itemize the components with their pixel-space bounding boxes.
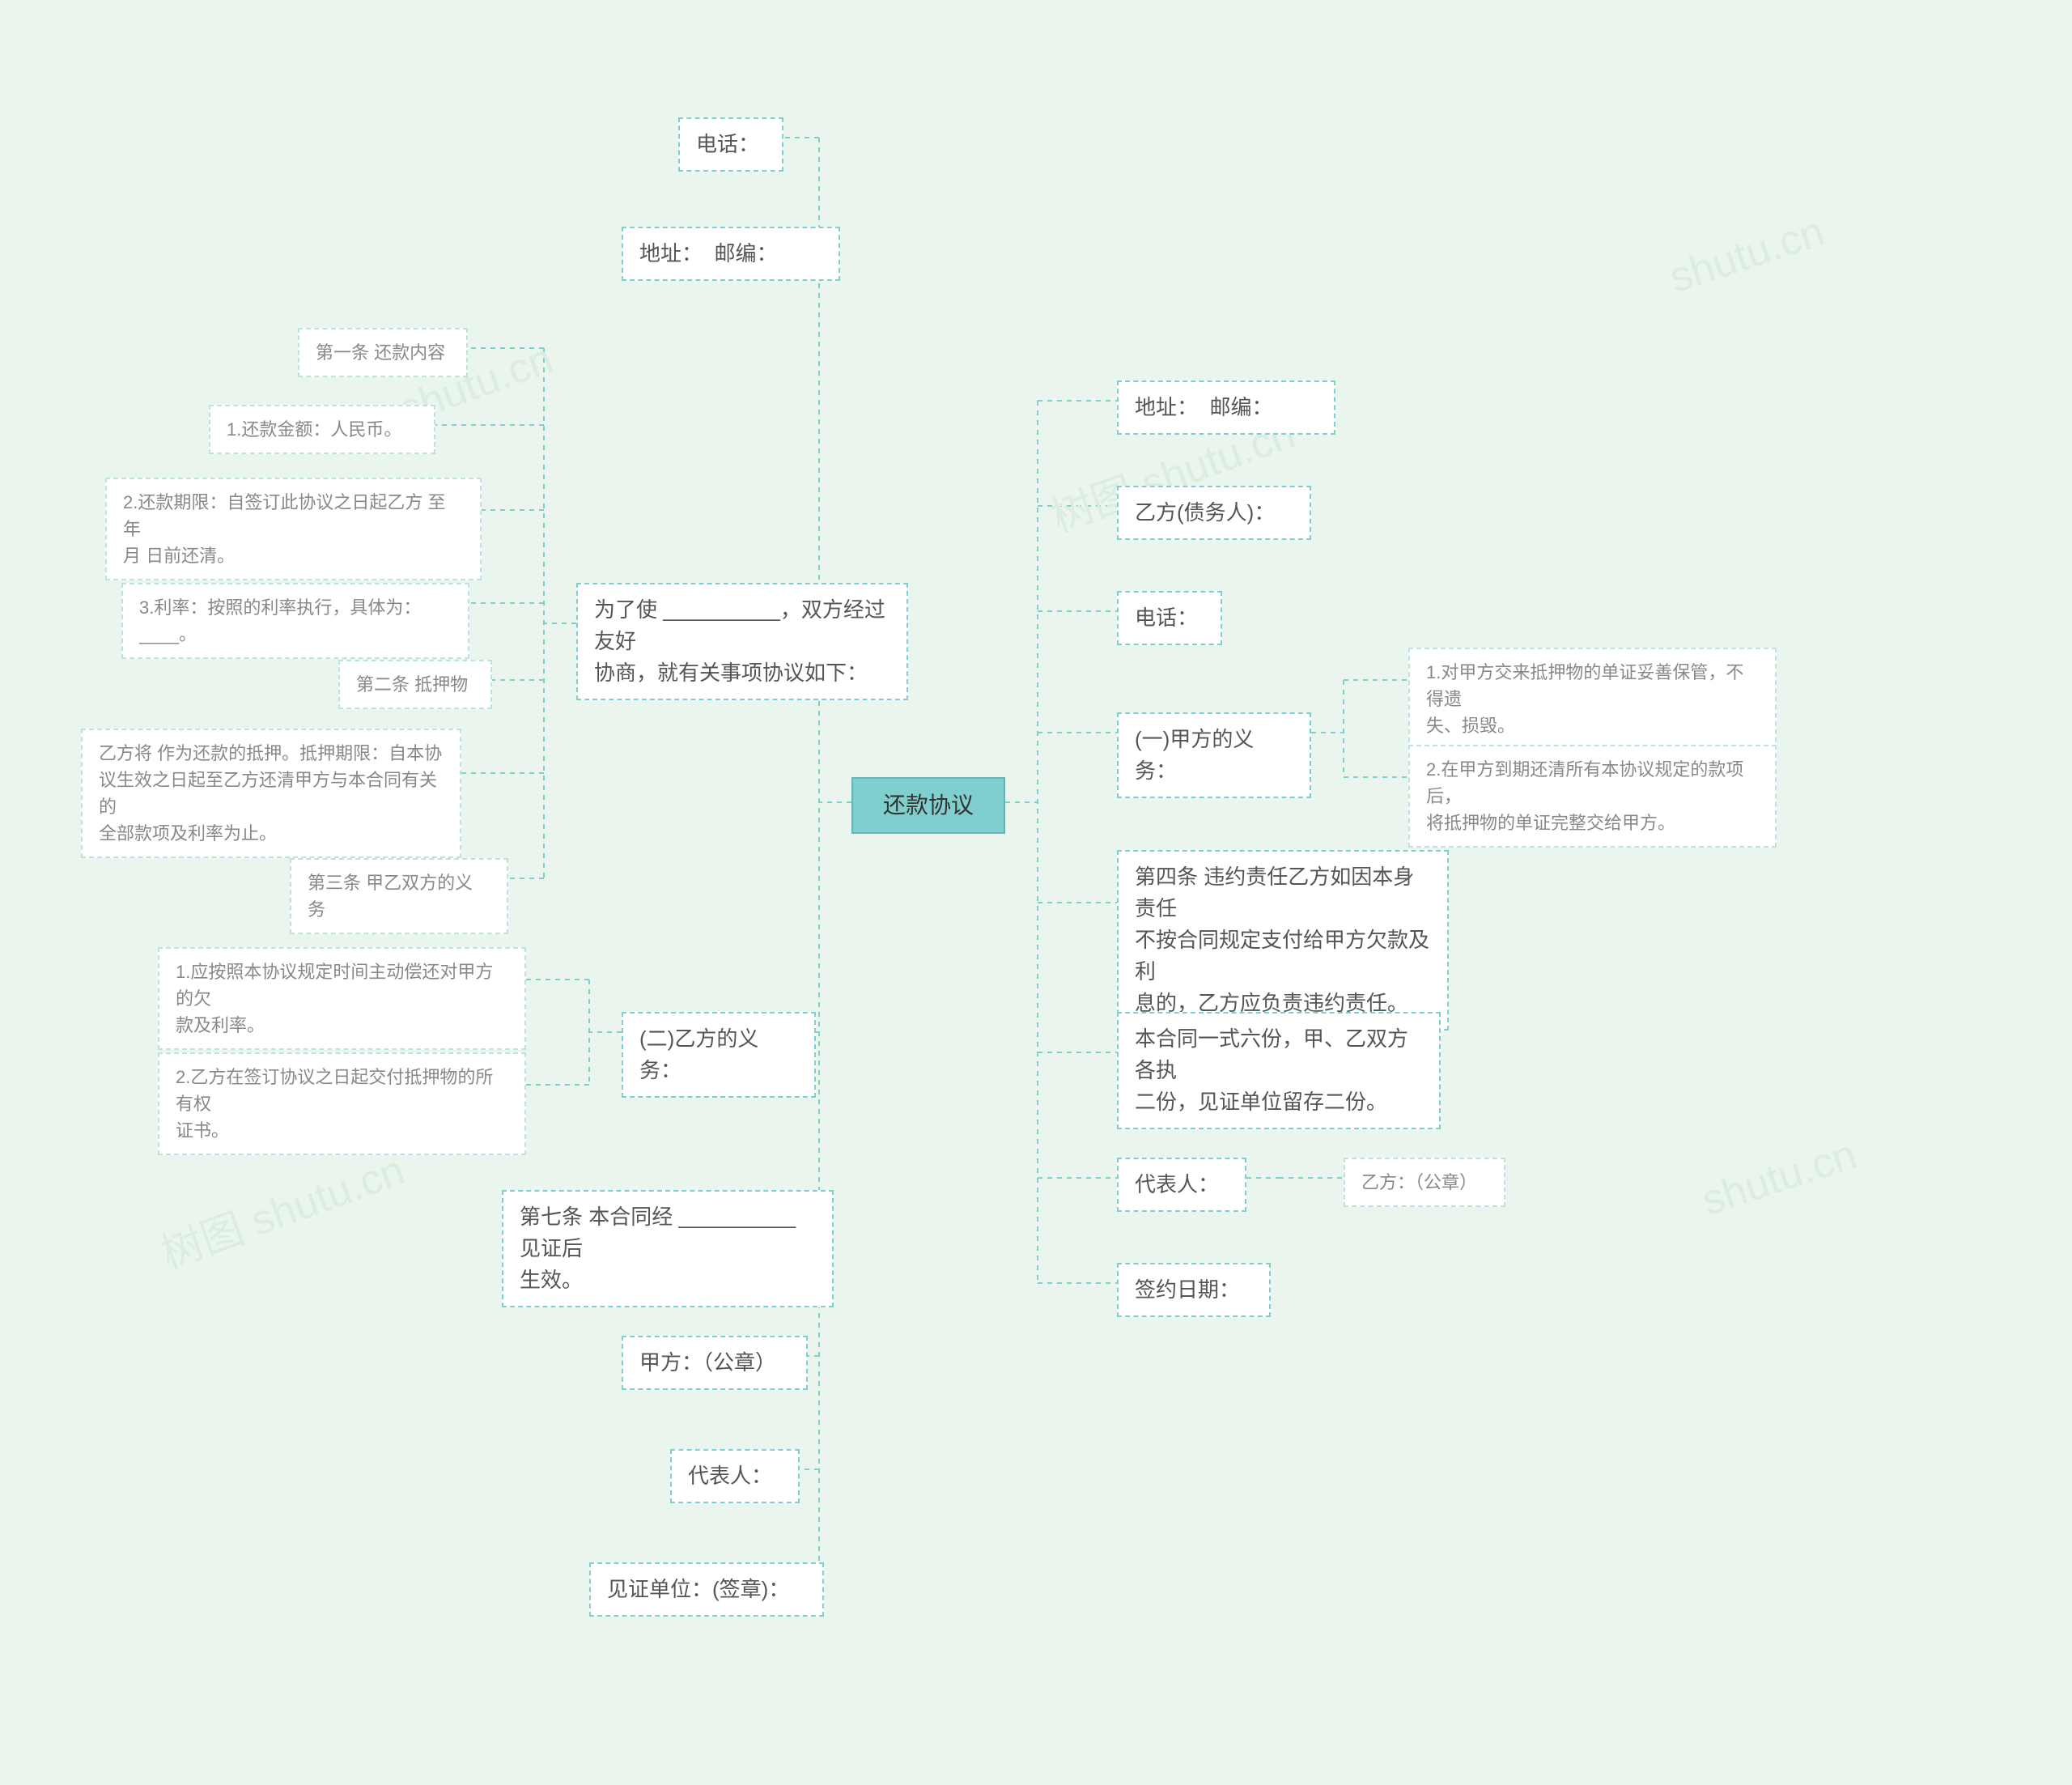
node-repR_c1: 乙方：（公章）: [1344, 1158, 1505, 1207]
node-witness: 见证单位：(签章)：: [589, 1562, 824, 1617]
node-dutyB_c2: 2.乙方在签订协议之日起交付抵押物的所有权 证书。: [158, 1052, 526, 1155]
node-repL: 代表人：: [670, 1449, 800, 1503]
node-premise_c7: 第三条 甲乙双方的义务: [290, 858, 508, 934]
node-signDate: 签约日期：: [1117, 1263, 1271, 1317]
node-tel_top: 电话：: [678, 117, 783, 172]
node-debtor: 乙方(债务人)：: [1117, 486, 1311, 540]
node-premise_c1-label: 第一条 还款内容: [316, 342, 445, 363]
node-premise_c3-label: 2.还款期限：自签订此协议之日起乙方 至 年 月 日前还清。: [123, 492, 451, 566]
node-premise_c4: 3.利率：按照的利率执行，具体为：____。: [121, 583, 469, 659]
node-dutyB_c2-label: 2.乙方在签订协议之日起交付抵押物的所有权 证书。: [176, 1067, 493, 1141]
node-witness-label: 见证单位：(签章)：: [607, 1577, 789, 1601]
node-telR-label: 电话：: [1135, 606, 1198, 630]
node-dutyA: (一)甲方的义务：: [1117, 712, 1311, 798]
node-addrR: 地址： 邮编：: [1117, 380, 1335, 435]
watermark: shutu.cn: [1664, 207, 1830, 303]
node-telR: 电话：: [1117, 591, 1222, 645]
node-repR_c1-label: 乙方：（公章）: [1361, 1172, 1477, 1192]
node-dutyB-label: (二)乙方的义务：: [639, 1026, 758, 1082]
node-copies-label: 本合同一式六份，甲、乙双方各执 二份，见证单位留存二份。: [1135, 1026, 1408, 1114]
node-addrR-label: 地址： 邮编：: [1135, 395, 1272, 419]
node-premise_c3: 2.还款期限：自签订此协议之日起乙方 至 年 月 日前还清。: [105, 478, 482, 580]
node-dutyB: (二)乙方的义务：: [622, 1012, 816, 1098]
node-art7-label: 第七条 本合同经 __________见证后 生效。: [520, 1205, 796, 1292]
node-premise_c6: 乙方将 作为还款的抵押。抵押期限：自本协 议生效之日起至乙方还清甲方与本合同有关…: [81, 729, 461, 858]
node-premise_c6-label: 乙方将 作为还款的抵押。抵押期限：自本协 议生效之日起至乙方还清甲方与本合同有关…: [99, 743, 442, 844]
watermark: 树图 shutu.cn: [151, 1136, 412, 1280]
node-repR: 代表人：: [1117, 1158, 1246, 1212]
node-premise_c2: 1.还款金额：人民币。: [209, 405, 435, 454]
node-tel_top-label: 电话：: [696, 132, 759, 156]
watermark: shutu.cn: [1696, 1130, 1862, 1226]
node-premise_c5-label: 第二条 抵押物: [356, 674, 468, 695]
node-dutyB_c1-label: 1.应按照本协议规定时间主动偿还对甲方的欠 款及利率。: [176, 962, 493, 1035]
node-art4: 第四条 违约责任乙方如因本身责任 不按合同规定支付给甲方欠款及利 息的，乙方应负…: [1117, 850, 1449, 1031]
root-node-label: 还款协议: [883, 793, 974, 818]
node-premise_c7-label: 第三条 甲乙双方的义务: [308, 873, 473, 920]
node-premise-label: 为了使 __________，双方经过友好 协商，就有关事项协议如下：: [594, 597, 885, 685]
node-dutyA_c1: 1.对甲方交来抵押物的单证妥善保管，不得遗 失、损毁。: [1408, 648, 1777, 750]
node-premise: 为了使 __________，双方经过友好 协商，就有关事项协议如下：: [576, 583, 908, 700]
node-addr_top-label: 地址： 邮编：: [639, 241, 777, 266]
node-debtor-label: 乙方(债务人)：: [1135, 500, 1275, 525]
node-repL-label: 代表人：: [688, 1464, 772, 1488]
node-partyA: 甲方：（公章）: [622, 1336, 808, 1390]
node-copies: 本合同一式六份，甲、乙双方各执 二份，见证单位留存二份。: [1117, 1012, 1441, 1129]
node-dutyA_c2: 2.在甲方到期还清所有本协议规定的款项后， 将抵押物的单证完整交给甲方。: [1408, 745, 1777, 848]
node-art4-label: 第四条 违约责任乙方如因本身责任 不按合同规定支付给甲方欠款及利 息的，乙方应负…: [1135, 865, 1429, 1015]
node-repR-label: 代表人：: [1135, 1172, 1219, 1196]
node-premise_c2-label: 1.还款金额：人民币。: [227, 419, 401, 440]
root-node: 还款协议: [851, 777, 1005, 834]
node-dutyA_c1-label: 1.对甲方交来抵押物的单证妥善保管，不得遗 失、损毁。: [1426, 662, 1743, 736]
node-dutyA-label: (一)甲方的义务：: [1135, 727, 1254, 783]
node-art7: 第七条 本合同经 __________见证后 生效。: [502, 1190, 834, 1307]
node-premise_c1: 第一条 还款内容: [298, 328, 468, 377]
node-dutyA_c2-label: 2.在甲方到期还清所有本协议规定的款项后， 将抵押物的单证完整交给甲方。: [1426, 759, 1743, 833]
mindmap-stage: 树图 shutu.cn树图 shutu.cnshutu.cnshutu.cnsh…: [0, 0, 2072, 1785]
node-premise_c5: 第二条 抵押物: [338, 660, 492, 709]
node-partyA-label: 甲方：（公章）: [639, 1350, 776, 1375]
node-signDate-label: 签约日期：: [1135, 1277, 1240, 1302]
node-premise_c4-label: 3.利率：按照的利率执行，具体为：____。: [139, 597, 421, 644]
node-dutyB_c1: 1.应按照本协议规定时间主动偿还对甲方的欠 款及利率。: [158, 947, 526, 1050]
node-addr_top: 地址： 邮编：: [622, 227, 840, 281]
